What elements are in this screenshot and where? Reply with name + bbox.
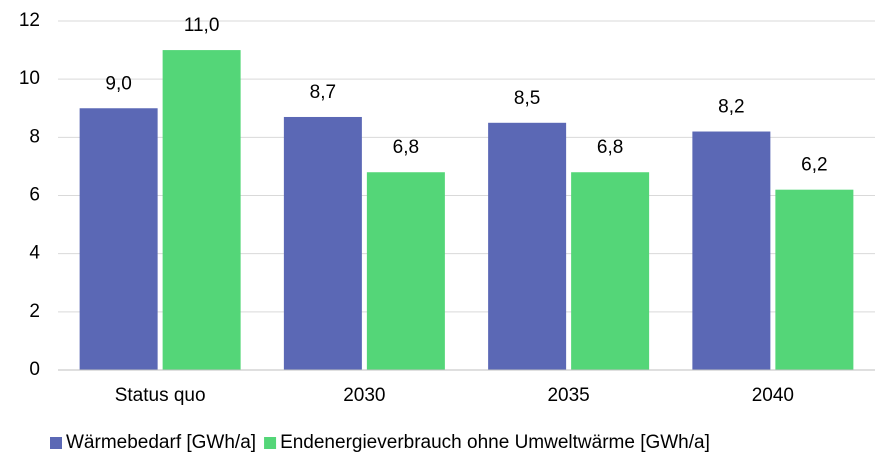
value-label: 6,8 [393, 137, 419, 158]
bar [692, 131, 771, 370]
legend-label: Endenergieverbrauch ohne Umweltwärme [GW… [280, 432, 710, 453]
bar [79, 108, 158, 370]
y-tick-label: 6 [29, 185, 40, 206]
value-label: 9,0 [105, 73, 131, 94]
y-tick-label: 4 [29, 243, 40, 264]
value-label: 11,0 [184, 15, 220, 36]
x-tick-label: 2035 [547, 385, 589, 406]
legend-label: Wärmebedarf [GWh/a] [66, 432, 256, 453]
legend-swatch [50, 437, 62, 449]
bar [162, 50, 241, 370]
value-label: 8,7 [310, 82, 336, 103]
value-label: 6,8 [597, 137, 623, 158]
x-tick-label: 2030 [343, 385, 385, 406]
bar [488, 122, 567, 371]
y-tick-label: 10 [19, 68, 40, 89]
y-tick-label: 2 [29, 301, 40, 322]
y-tick-label: 12 [19, 10, 40, 31]
bar [283, 116, 362, 370]
value-label: 8,2 [718, 97, 744, 118]
y-tick-label: 0 [29, 359, 40, 380]
bar [366, 172, 445, 370]
x-tick-label: Status quo [115, 385, 206, 406]
bar [571, 172, 650, 370]
value-label: 6,2 [801, 155, 827, 176]
bar [775, 189, 854, 370]
y-tick-label: 8 [29, 126, 40, 147]
value-label: 8,5 [514, 88, 540, 109]
legend-swatch [264, 437, 277, 449]
x-tick-label: 2040 [752, 385, 794, 406]
